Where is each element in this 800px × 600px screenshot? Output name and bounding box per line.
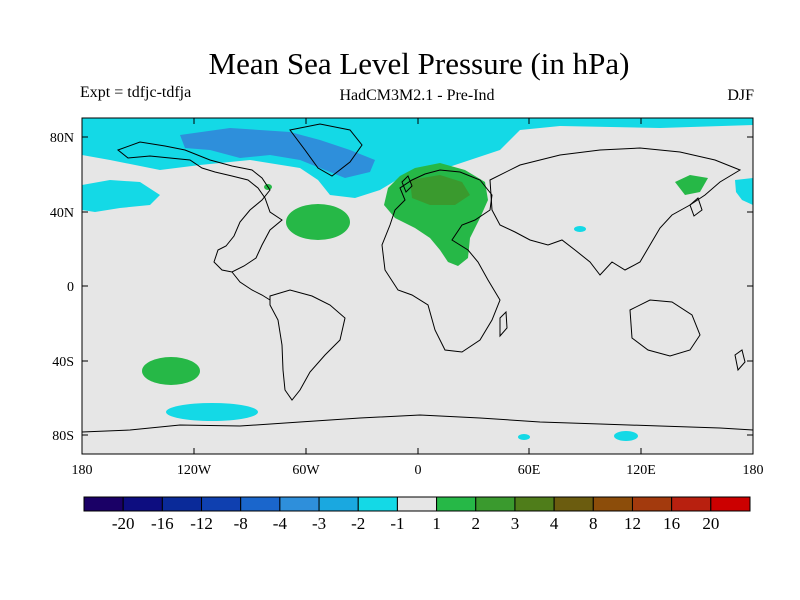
small-negative-1 <box>574 226 586 232</box>
colorbar-swatch <box>83 496 124 512</box>
colorbar-swatch <box>396 496 438 512</box>
lat-label-eq: 0 <box>67 280 74 295</box>
colorbar-swatch <box>671 496 712 512</box>
greenland-deep-negative <box>180 128 375 178</box>
colorbar-label: -16 <box>151 514 174 533</box>
lon-label-120e: 120E <box>626 463 656 478</box>
colorbar-label: -1 <box>390 514 404 533</box>
colorbar-swatch <box>592 496 633 512</box>
colorbar-swatch <box>631 496 673 512</box>
colorbar-swatch <box>514 496 555 512</box>
madagascar-coastline <box>499 310 508 338</box>
uk-coastline <box>401 175 413 193</box>
colorbar-swatch <box>201 496 242 512</box>
antarctica-coastline <box>82 414 753 433</box>
lon-label-0: 0 <box>415 463 422 478</box>
colorbar-swatch <box>475 496 516 512</box>
colorbar-label: 16 <box>663 514 680 533</box>
new-zealand-coastline <box>734 349 746 372</box>
atlantic-negative-region <box>82 180 160 212</box>
colorbar-label: 1 <box>432 514 441 533</box>
lat-axis <box>82 136 753 436</box>
colorbar-label: -3 <box>312 514 326 533</box>
lat-label-40n: 40N <box>50 206 74 221</box>
lon-label-180w: 180 <box>72 463 93 478</box>
south-america-coastline <box>269 289 346 401</box>
colorbar-swatch <box>161 496 203 512</box>
lat-label-80n: 80N <box>50 131 74 146</box>
colorbar-swatch <box>553 496 594 512</box>
pressure-anomaly-fill <box>82 118 753 441</box>
colorbar-label: 3 <box>511 514 520 533</box>
east-pacific-negative-region <box>735 178 753 205</box>
lon-label-60w: 60W <box>292 463 320 478</box>
lat-label-40s: 40S <box>52 355 74 370</box>
south-pacific-positive-region <box>142 357 200 385</box>
colorbar-swatch <box>122 496 163 512</box>
colorbar-label: -8 <box>234 514 248 533</box>
colorbar-swatch <box>436 496 477 512</box>
colorbar: -20 -16 -12 -8 -4 -3 -2 -1 1 2 3 4 8 12 16 20 <box>83 496 751 533</box>
antarctic-negative-2 <box>518 434 530 440</box>
east-asia-positive-region <box>675 175 708 195</box>
model-label: HadCM3M2.1 - Pre-Ind <box>339 87 495 104</box>
antarctic-negative-1 <box>614 431 638 441</box>
map-title: Mean Sea Level Pressure (in hPa) <box>208 46 630 81</box>
japan-coastline <box>689 197 703 217</box>
europe-positive-core <box>410 175 470 205</box>
lon-axis <box>81 118 754 454</box>
colorbar-label: -20 <box>112 514 135 533</box>
lat-label-80s: 80S <box>52 429 74 444</box>
europe-africa-coastline <box>381 169 501 353</box>
colorbar-label: 4 <box>550 514 559 533</box>
colorbar-swatch <box>357 496 398 512</box>
central-america-coastline <box>231 271 271 301</box>
asia-coastline <box>489 147 742 276</box>
colorbar-label: 12 <box>624 514 641 533</box>
colorbar-swatch <box>318 496 359 512</box>
lon-label-60e: 60E <box>518 463 541 478</box>
colorbar-label: 2 <box>472 514 481 533</box>
colorbar-swatch <box>279 496 320 512</box>
colorbar-label: -4 <box>273 514 288 533</box>
north-atlantic-positive-region <box>286 204 350 240</box>
greenland-coastline <box>289 123 363 177</box>
colorbar-label: 8 <box>589 514 598 533</box>
coastlines <box>82 123 753 433</box>
lon-label-180e: 180 <box>743 463 764 478</box>
experiment-label: Expt = tdfjc-tdfja <box>80 84 192 101</box>
season-label: DJF <box>727 87 754 104</box>
colorbar-swatch <box>710 496 751 512</box>
colorbar-label: 20 <box>702 514 719 533</box>
southern-negative-region <box>166 403 258 421</box>
colorbar-label: -12 <box>190 514 213 533</box>
colorbar-label: -2 <box>351 514 365 533</box>
australia-coastline <box>629 299 701 357</box>
lon-label-120w: 120W <box>177 463 212 478</box>
colorbar-swatch <box>240 496 281 512</box>
